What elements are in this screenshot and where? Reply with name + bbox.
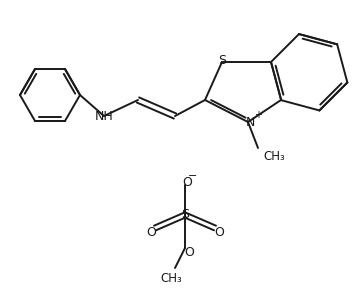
Text: O: O xyxy=(184,245,194,258)
Text: O: O xyxy=(214,225,224,238)
Text: N: N xyxy=(245,116,255,129)
Text: S: S xyxy=(181,208,189,221)
Text: NH: NH xyxy=(95,110,113,123)
Text: CH₃: CH₃ xyxy=(160,271,182,284)
Text: O: O xyxy=(182,177,192,190)
Text: +: + xyxy=(254,110,262,120)
Text: −: − xyxy=(188,171,198,181)
Text: CH₃: CH₃ xyxy=(263,149,285,162)
Text: S: S xyxy=(218,55,226,68)
Text: O: O xyxy=(146,225,156,238)
